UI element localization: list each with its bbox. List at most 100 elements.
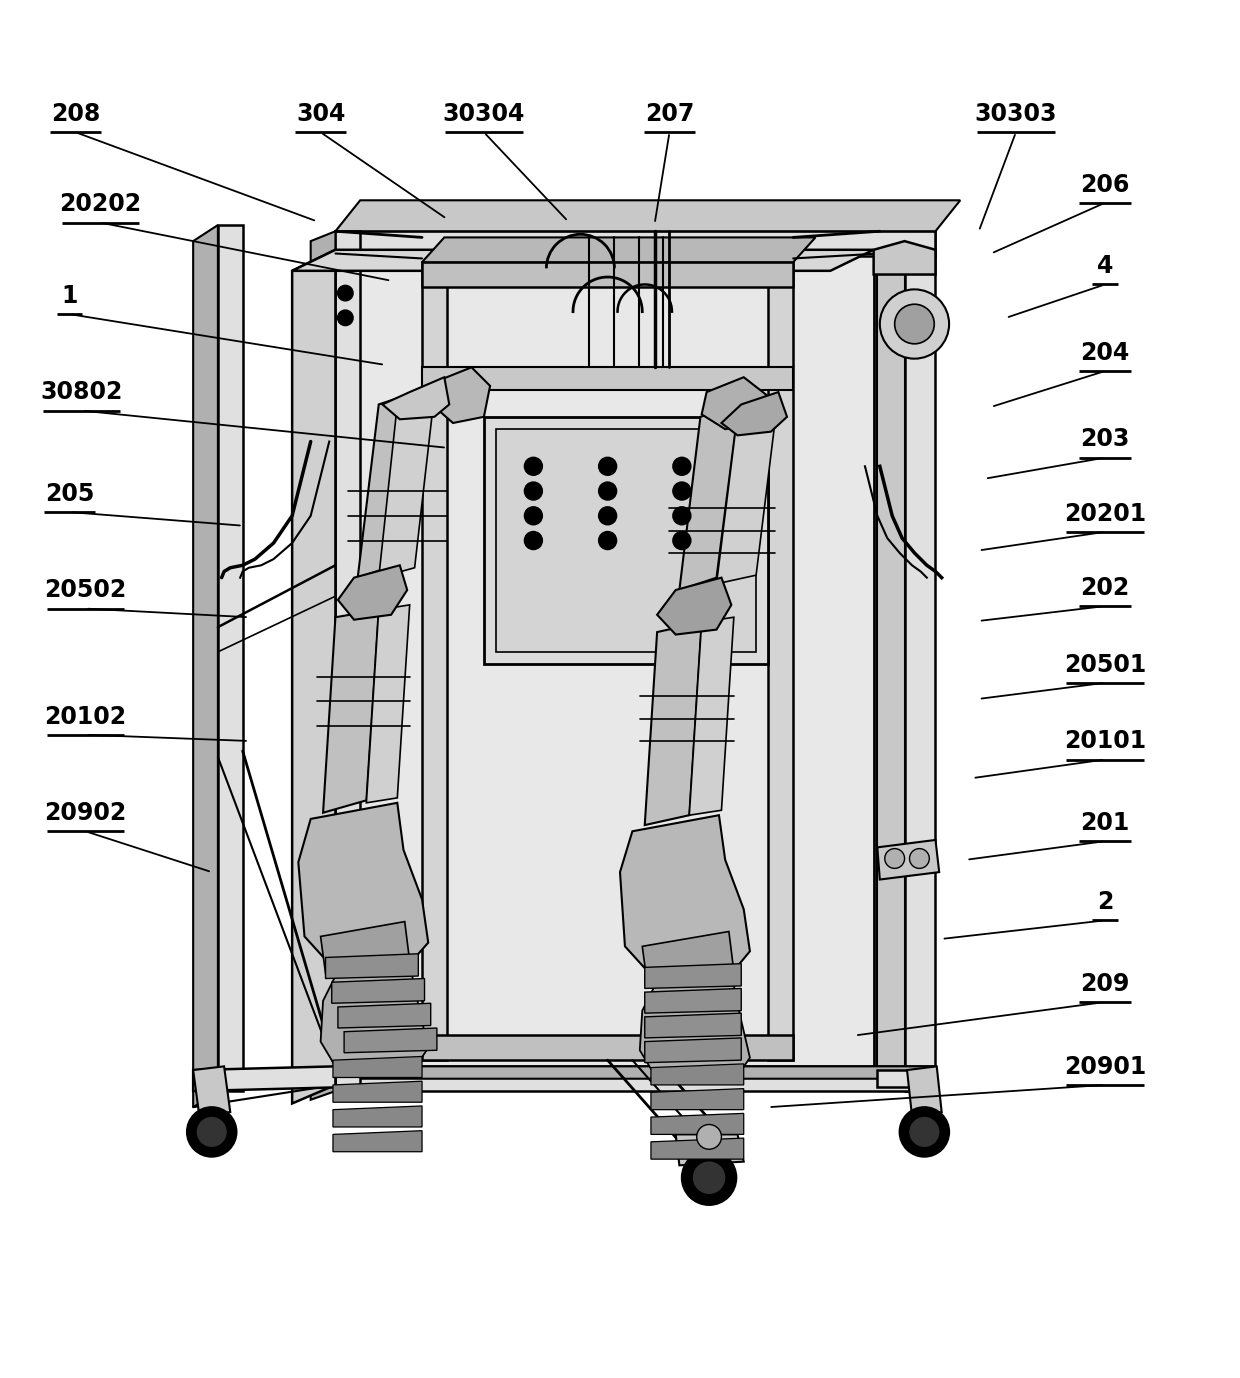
Polygon shape [336, 232, 360, 1091]
Circle shape [673, 482, 691, 500]
Polygon shape [293, 249, 336, 1104]
Circle shape [525, 482, 542, 500]
Text: 20502: 20502 [45, 579, 126, 602]
Polygon shape [339, 565, 407, 620]
Polygon shape [769, 262, 794, 1060]
Circle shape [196, 1116, 228, 1148]
Polygon shape [651, 1113, 744, 1134]
Text: 20202: 20202 [60, 193, 141, 216]
Circle shape [525, 507, 542, 525]
Polygon shape [311, 232, 336, 1100]
Circle shape [692, 1160, 727, 1195]
Polygon shape [378, 394, 434, 577]
Circle shape [599, 507, 616, 525]
Polygon shape [422, 262, 446, 1060]
Text: 30802: 30802 [41, 380, 123, 404]
Polygon shape [651, 1089, 744, 1109]
Circle shape [673, 457, 691, 475]
Text: 206: 206 [1080, 172, 1130, 197]
Circle shape [187, 1107, 237, 1156]
Polygon shape [620, 816, 750, 981]
Polygon shape [645, 963, 742, 988]
Polygon shape [645, 988, 742, 1013]
Text: 202: 202 [1080, 576, 1130, 599]
Polygon shape [651, 1138, 744, 1159]
Polygon shape [321, 922, 409, 974]
Circle shape [525, 457, 542, 475]
Polygon shape [422, 262, 794, 287]
Polygon shape [366, 605, 409, 803]
Circle shape [673, 507, 691, 525]
Polygon shape [193, 225, 218, 1107]
Text: 208: 208 [51, 102, 100, 125]
Polygon shape [339, 1003, 430, 1028]
Text: 204: 204 [1080, 340, 1130, 365]
Polygon shape [874, 241, 935, 274]
Polygon shape [645, 1038, 742, 1062]
Circle shape [339, 310, 352, 325]
Polygon shape [324, 610, 378, 813]
Circle shape [895, 305, 934, 344]
Text: 304: 304 [296, 102, 345, 125]
Circle shape [880, 289, 949, 358]
Polygon shape [484, 416, 769, 664]
Polygon shape [218, 225, 243, 1091]
Polygon shape [293, 249, 874, 271]
Circle shape [339, 285, 352, 300]
Circle shape [673, 532, 691, 550]
Polygon shape [680, 404, 739, 590]
Text: 20101: 20101 [1064, 729, 1146, 754]
Polygon shape [432, 368, 490, 423]
Circle shape [599, 532, 616, 550]
Text: 203: 203 [1080, 427, 1130, 452]
Polygon shape [702, 378, 766, 429]
Polygon shape [334, 1107, 422, 1127]
Text: 209: 209 [1080, 971, 1130, 996]
Polygon shape [676, 1134, 744, 1166]
Polygon shape [717, 394, 779, 584]
Polygon shape [193, 1067, 336, 1091]
Polygon shape [332, 978, 424, 1003]
Polygon shape [334, 1057, 422, 1078]
Text: 20201: 20201 [1064, 502, 1146, 525]
Text: 20902: 20902 [45, 801, 126, 825]
Polygon shape [422, 1035, 794, 1060]
Polygon shape [382, 378, 449, 419]
Polygon shape [334, 1131, 422, 1152]
Text: 201: 201 [1080, 812, 1130, 835]
Polygon shape [422, 237, 816, 262]
Polygon shape [336, 200, 960, 232]
Polygon shape [642, 932, 734, 984]
Text: 30303: 30303 [975, 102, 1058, 125]
Polygon shape [336, 232, 935, 256]
Circle shape [697, 1124, 722, 1149]
Polygon shape [651, 1064, 744, 1084]
Polygon shape [878, 841, 939, 879]
Text: 30304: 30304 [443, 102, 525, 125]
Text: 20501: 20501 [1064, 653, 1146, 677]
Text: 20102: 20102 [45, 704, 126, 729]
Circle shape [599, 482, 616, 500]
Text: 4: 4 [1097, 255, 1114, 278]
Circle shape [885, 849, 904, 868]
Polygon shape [311, 1067, 935, 1079]
Polygon shape [906, 1067, 941, 1116]
Polygon shape [645, 1013, 742, 1038]
Polygon shape [334, 1082, 422, 1102]
Polygon shape [326, 954, 418, 978]
Text: 1: 1 [61, 284, 78, 307]
Polygon shape [193, 1067, 231, 1116]
Polygon shape [299, 803, 428, 971]
Polygon shape [357, 393, 415, 577]
Polygon shape [321, 963, 428, 1071]
Polygon shape [904, 232, 935, 1091]
Polygon shape [640, 974, 750, 1080]
Circle shape [908, 1116, 940, 1148]
Polygon shape [336, 249, 874, 1084]
Polygon shape [689, 617, 734, 816]
Text: 2: 2 [1097, 890, 1114, 914]
Circle shape [909, 849, 929, 868]
Polygon shape [878, 1071, 935, 1087]
Circle shape [682, 1151, 737, 1204]
Text: 207: 207 [645, 102, 694, 125]
